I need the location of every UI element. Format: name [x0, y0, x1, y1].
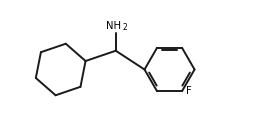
Text: 2: 2	[123, 23, 128, 32]
Text: F: F	[186, 86, 191, 96]
Text: NH: NH	[106, 21, 121, 31]
